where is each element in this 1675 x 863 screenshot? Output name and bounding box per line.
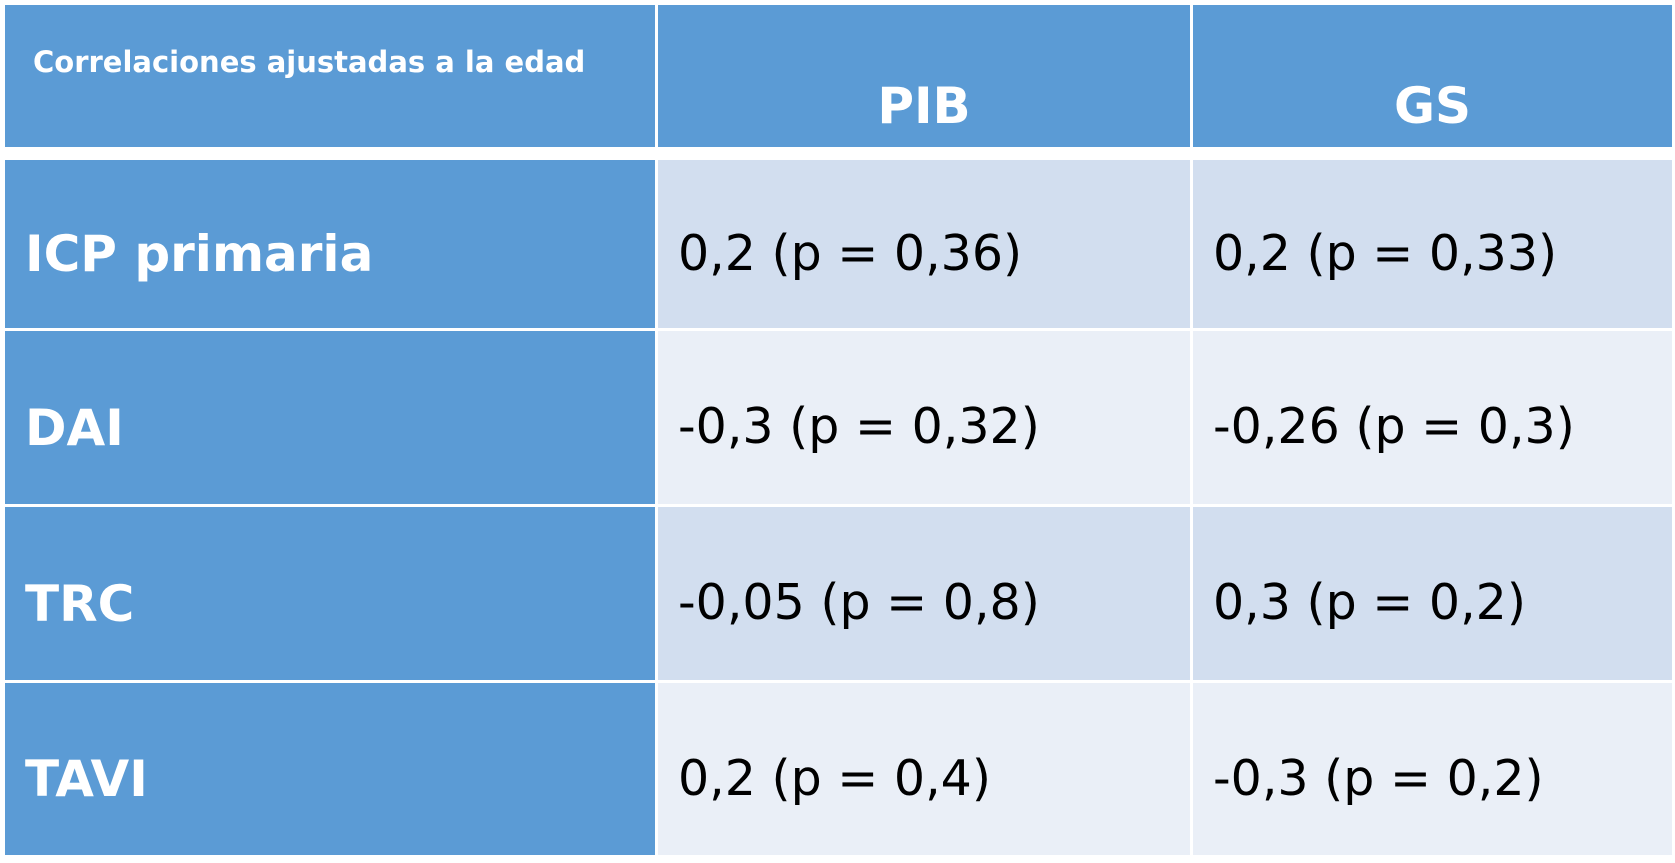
value-cell: 0,2 (p = 0,36) — [658, 160, 1190, 328]
row-label: ICP primaria — [5, 160, 655, 328]
row-label: TAVI — [5, 683, 655, 855]
value-cell: 0,2 (p = 0,4) — [658, 683, 1190, 855]
value-cell: 0,3 (p = 0,2) — [1193, 507, 1672, 680]
header-cell: PIB — [658, 5, 1190, 147]
row-label: DAI — [5, 331, 655, 504]
value-cell: -0,05 (p = 0,8) — [658, 507, 1190, 680]
value-cell: -0,26 (p = 0,3) — [1193, 331, 1672, 504]
value-cell: -0,3 (p = 0,2) — [1193, 683, 1672, 855]
row-label: TRC — [5, 507, 655, 680]
header-cell: GS — [1193, 5, 1672, 147]
value-cell: 0,2 (p = 0,33) — [1193, 160, 1672, 328]
value-cell: -0,3 (p = 0,32) — [658, 331, 1190, 504]
header-cell: Correlaciones ajustadas a la edad — [5, 5, 655, 147]
